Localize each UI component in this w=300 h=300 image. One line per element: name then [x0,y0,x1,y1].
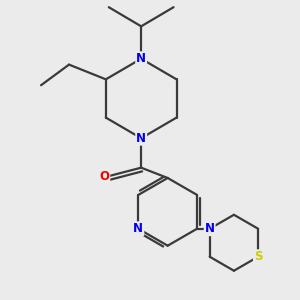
Text: S: S [254,250,262,263]
Text: O: O [99,170,110,183]
Text: N: N [136,132,146,145]
Text: N: N [136,52,146,65]
Text: N: N [205,222,215,235]
Text: N: N [133,222,143,235]
